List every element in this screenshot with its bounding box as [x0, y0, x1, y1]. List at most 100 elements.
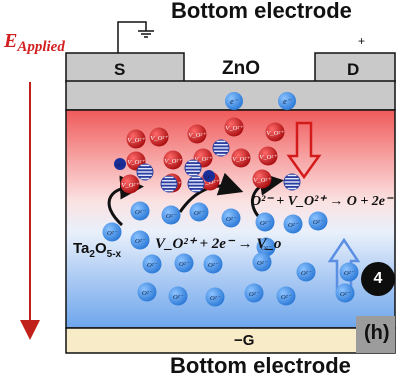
- oxygen-ion: O²⁻: [205, 287, 225, 307]
- oxygen-ion: O²⁻: [283, 214, 303, 234]
- oxygen-ion: O²⁻: [244, 283, 264, 303]
- oxygen-ion: O²⁻: [339, 262, 359, 282]
- oxygen-ion: O²⁻: [142, 254, 162, 274]
- oxygen-ion: O²⁻: [130, 230, 150, 250]
- neutral-oxygen: [136, 163, 154, 181]
- oxygen-ion: O²⁻: [255, 212, 275, 232]
- ground-symbol: [117, 21, 154, 54]
- svg-text:V_O²⁺: V_O²⁺: [225, 125, 243, 132]
- svg-text:V_O²⁺: V_O²⁺: [201, 179, 219, 186]
- svg-text:V_O²⁺: V_O²⁺: [127, 137, 145, 144]
- svg-text:O²⁻: O²⁻: [257, 260, 268, 267]
- svg-text:V_O²⁺: V_O²⁺: [164, 158, 182, 165]
- svg-text:O²⁻: O²⁻: [249, 291, 260, 298]
- oxygen-ion: O²⁻: [221, 208, 241, 228]
- svg-text:O²⁻: O²⁻: [147, 262, 158, 269]
- svg-text:V_O²⁺: V_O²⁺: [121, 182, 139, 189]
- oxygen-ion: O²⁻: [203, 254, 223, 274]
- svg-text:O²⁻: O²⁻: [173, 294, 184, 301]
- oxygen-ion: O²⁻: [276, 286, 296, 306]
- svg-text:O²⁻: O²⁻: [210, 295, 221, 302]
- gate-label: −G: [234, 332, 255, 349]
- step-badge: 4: [361, 262, 395, 296]
- channel-label: ZnO: [222, 58, 260, 79]
- source-electrode: [65, 52, 185, 83]
- vacancy-drift-arrow: [286, 121, 322, 180]
- oxide-label: Ta2O5-x: [73, 240, 122, 260]
- oxygen-ion: O²⁻: [256, 237, 276, 257]
- panel-label: (h): [364, 322, 390, 344]
- svg-text:O²⁻: O²⁻: [142, 290, 153, 297]
- svg-text:V_O²⁺: V_O²⁺: [194, 156, 212, 163]
- oxygen-vacancy: V_O²⁺: [231, 148, 251, 168]
- drain-polarity: +: [358, 34, 366, 48]
- oxygen-vacancy: V_O²⁺: [120, 174, 140, 194]
- svg-text:O²⁻: O²⁻: [260, 220, 271, 227]
- top-electrode-label: Bottom electrode: [171, 0, 352, 23]
- source-label: S: [114, 60, 126, 79]
- svg-text:O²⁻: O²⁻: [288, 222, 299, 229]
- oxygen-ion: O²⁻: [174, 253, 194, 273]
- neutral-oxygen: [283, 173, 301, 191]
- neutral-oxygen: [187, 175, 205, 193]
- recombination-arrow-middle: [178, 172, 244, 213]
- neutral-oxygen: [212, 139, 230, 157]
- svg-text:V_O²⁺: V_O²⁺: [266, 130, 284, 137]
- oxygen-vacancy: V_O²⁺: [163, 150, 183, 170]
- svg-text:O²⁻: O²⁻: [205, 175, 213, 181]
- svg-text:V_O²⁺: V_O²⁺: [259, 154, 277, 161]
- neutral-oxygen: [160, 175, 178, 193]
- oxygen-ion: O²⁻: [161, 205, 181, 225]
- applied-field-label: EApplied: [4, 30, 65, 55]
- neutral-oxygen: [184, 159, 202, 177]
- oxygen-ion: O²⁻: [130, 201, 150, 221]
- oxygen-vacancy: V_O²⁺: [224, 117, 244, 137]
- oxygen-ion: O²⁻: [168, 286, 188, 306]
- svg-text:O²⁻: O²⁻: [261, 245, 272, 252]
- svg-text:O²⁻: O²⁻: [107, 230, 118, 237]
- svg-text:O²⁻: O²⁻: [166, 213, 177, 220]
- oxygen-vacancy: V_O²⁺: [149, 127, 169, 147]
- bottom-electrode-label: Bottom electrode: [170, 353, 351, 378]
- oxygen-vacancy: V_O²⁺: [258, 146, 278, 166]
- oxygen-ion: O²⁻: [137, 282, 157, 302]
- gate-electrode: [65, 327, 396, 354]
- svg-text:O²⁻: O²⁻: [135, 238, 146, 245]
- electron: e⁻: [278, 92, 296, 110]
- oxygen-ion: O²⁻: [189, 202, 209, 222]
- electron: e⁻: [225, 92, 243, 110]
- svg-text:e⁻: e⁻: [283, 97, 292, 106]
- svg-text:O²⁻: O²⁻: [313, 219, 324, 226]
- oxygen-vacancy: V_O²⁺: [265, 122, 285, 142]
- oxygen-ion-small: O²⁻: [114, 158, 126, 170]
- oxygen-ion: O²⁻: [308, 211, 328, 231]
- svg-text:O²⁻: O²⁻: [135, 209, 146, 216]
- oxygen-ion: O²⁻: [252, 252, 272, 272]
- oxygen-vacancy: V_O²⁺: [187, 124, 207, 144]
- svg-text:O²⁻: O²⁻: [179, 261, 190, 268]
- svg-text:V_O²⁺: V_O²⁺: [232, 156, 250, 163]
- svg-text:O²⁻: O²⁻: [194, 210, 205, 217]
- drain-label: D: [347, 60, 360, 79]
- oxygen-vacancy: V_O²⁺: [252, 169, 272, 189]
- oxidation-equation: O²⁻ + V_O²⁺ → O + 2e⁻: [251, 194, 393, 209]
- oxygen-ion: O²⁻: [335, 283, 355, 303]
- panel-label-box: [356, 316, 395, 353]
- oxygen-vacancy: V_O²⁺: [126, 129, 146, 149]
- oxygen-ion: O²⁻: [296, 262, 316, 282]
- svg-text:O²⁻: O²⁻: [116, 163, 124, 169]
- reduction-equation: V_O²⁺ + 2e⁻ → V_o: [155, 236, 282, 252]
- svg-text:e⁻: e⁻: [230, 97, 239, 106]
- drain-electrode: [314, 52, 396, 83]
- svg-text:O²⁻: O²⁻: [301, 270, 312, 277]
- svg-text:V_O²⁺: V_O²⁺: [127, 159, 145, 166]
- oxygen-ion-small: O²⁻: [203, 170, 215, 182]
- svg-text:O²⁻: O²⁻: [208, 262, 219, 269]
- oxygen-ion: O²⁻: [102, 222, 122, 242]
- svg-text:O²⁻: O²⁻: [226, 216, 237, 223]
- svg-text:O²⁻: O²⁻: [344, 270, 355, 277]
- svg-text:V_O²⁺: V_O²⁺: [150, 135, 168, 142]
- svg-text:O²⁻: O²⁻: [340, 291, 351, 298]
